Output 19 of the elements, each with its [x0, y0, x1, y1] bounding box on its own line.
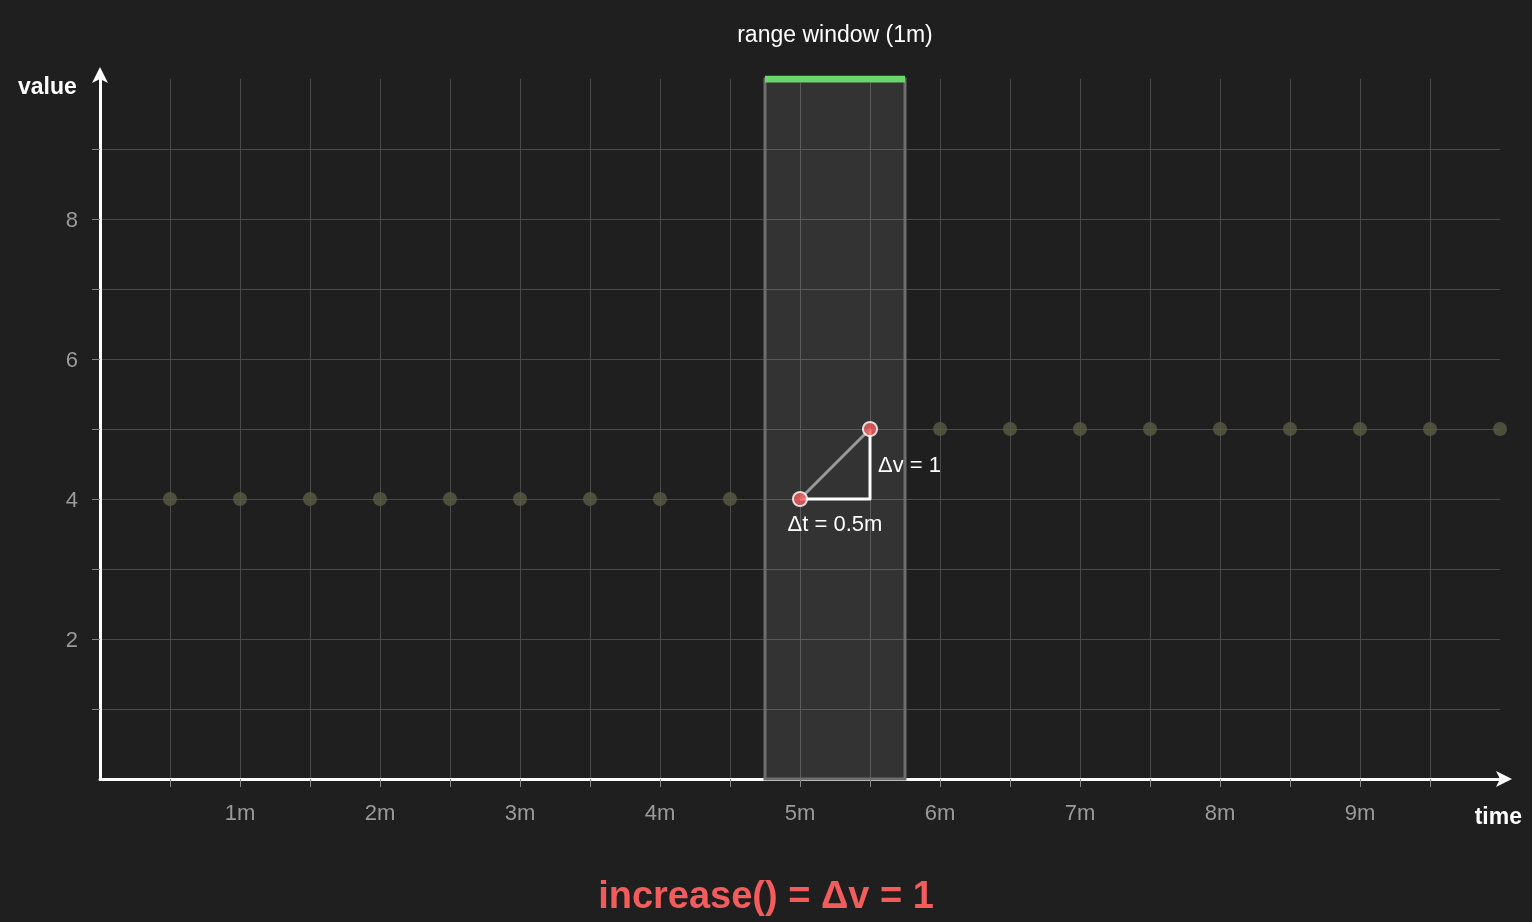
- x-axis-title: time: [1474, 802, 1523, 829]
- x-tick-label: 6m: [924, 799, 956, 825]
- x-tick-label: 3m: [504, 799, 536, 825]
- y-tick-label: 2: [65, 626, 78, 652]
- x-tick-label: 2m: [364, 799, 396, 825]
- x-tick-label: 9m: [1344, 799, 1376, 825]
- x-tick-label: 5m: [784, 799, 816, 825]
- text: increase() = Δv = 1: [598, 874, 934, 916]
- y-tick-label: 6: [65, 346, 78, 372]
- annotation: Δv = 1: [878, 451, 942, 477]
- x-tick-label: 8m: [1204, 799, 1236, 825]
- y-axis-title: value: [18, 72, 77, 99]
- band-label: range window (1m): [737, 21, 933, 47]
- annotation: Δt = 0.5m: [787, 510, 883, 536]
- x-tick-label: 4m: [644, 799, 676, 825]
- x-tick-label: 7m: [1064, 799, 1096, 825]
- x-tick-label: 1m: [224, 799, 256, 825]
- y-tick-label: 4: [65, 486, 78, 512]
- y-tick-label: 8: [65, 206, 78, 232]
